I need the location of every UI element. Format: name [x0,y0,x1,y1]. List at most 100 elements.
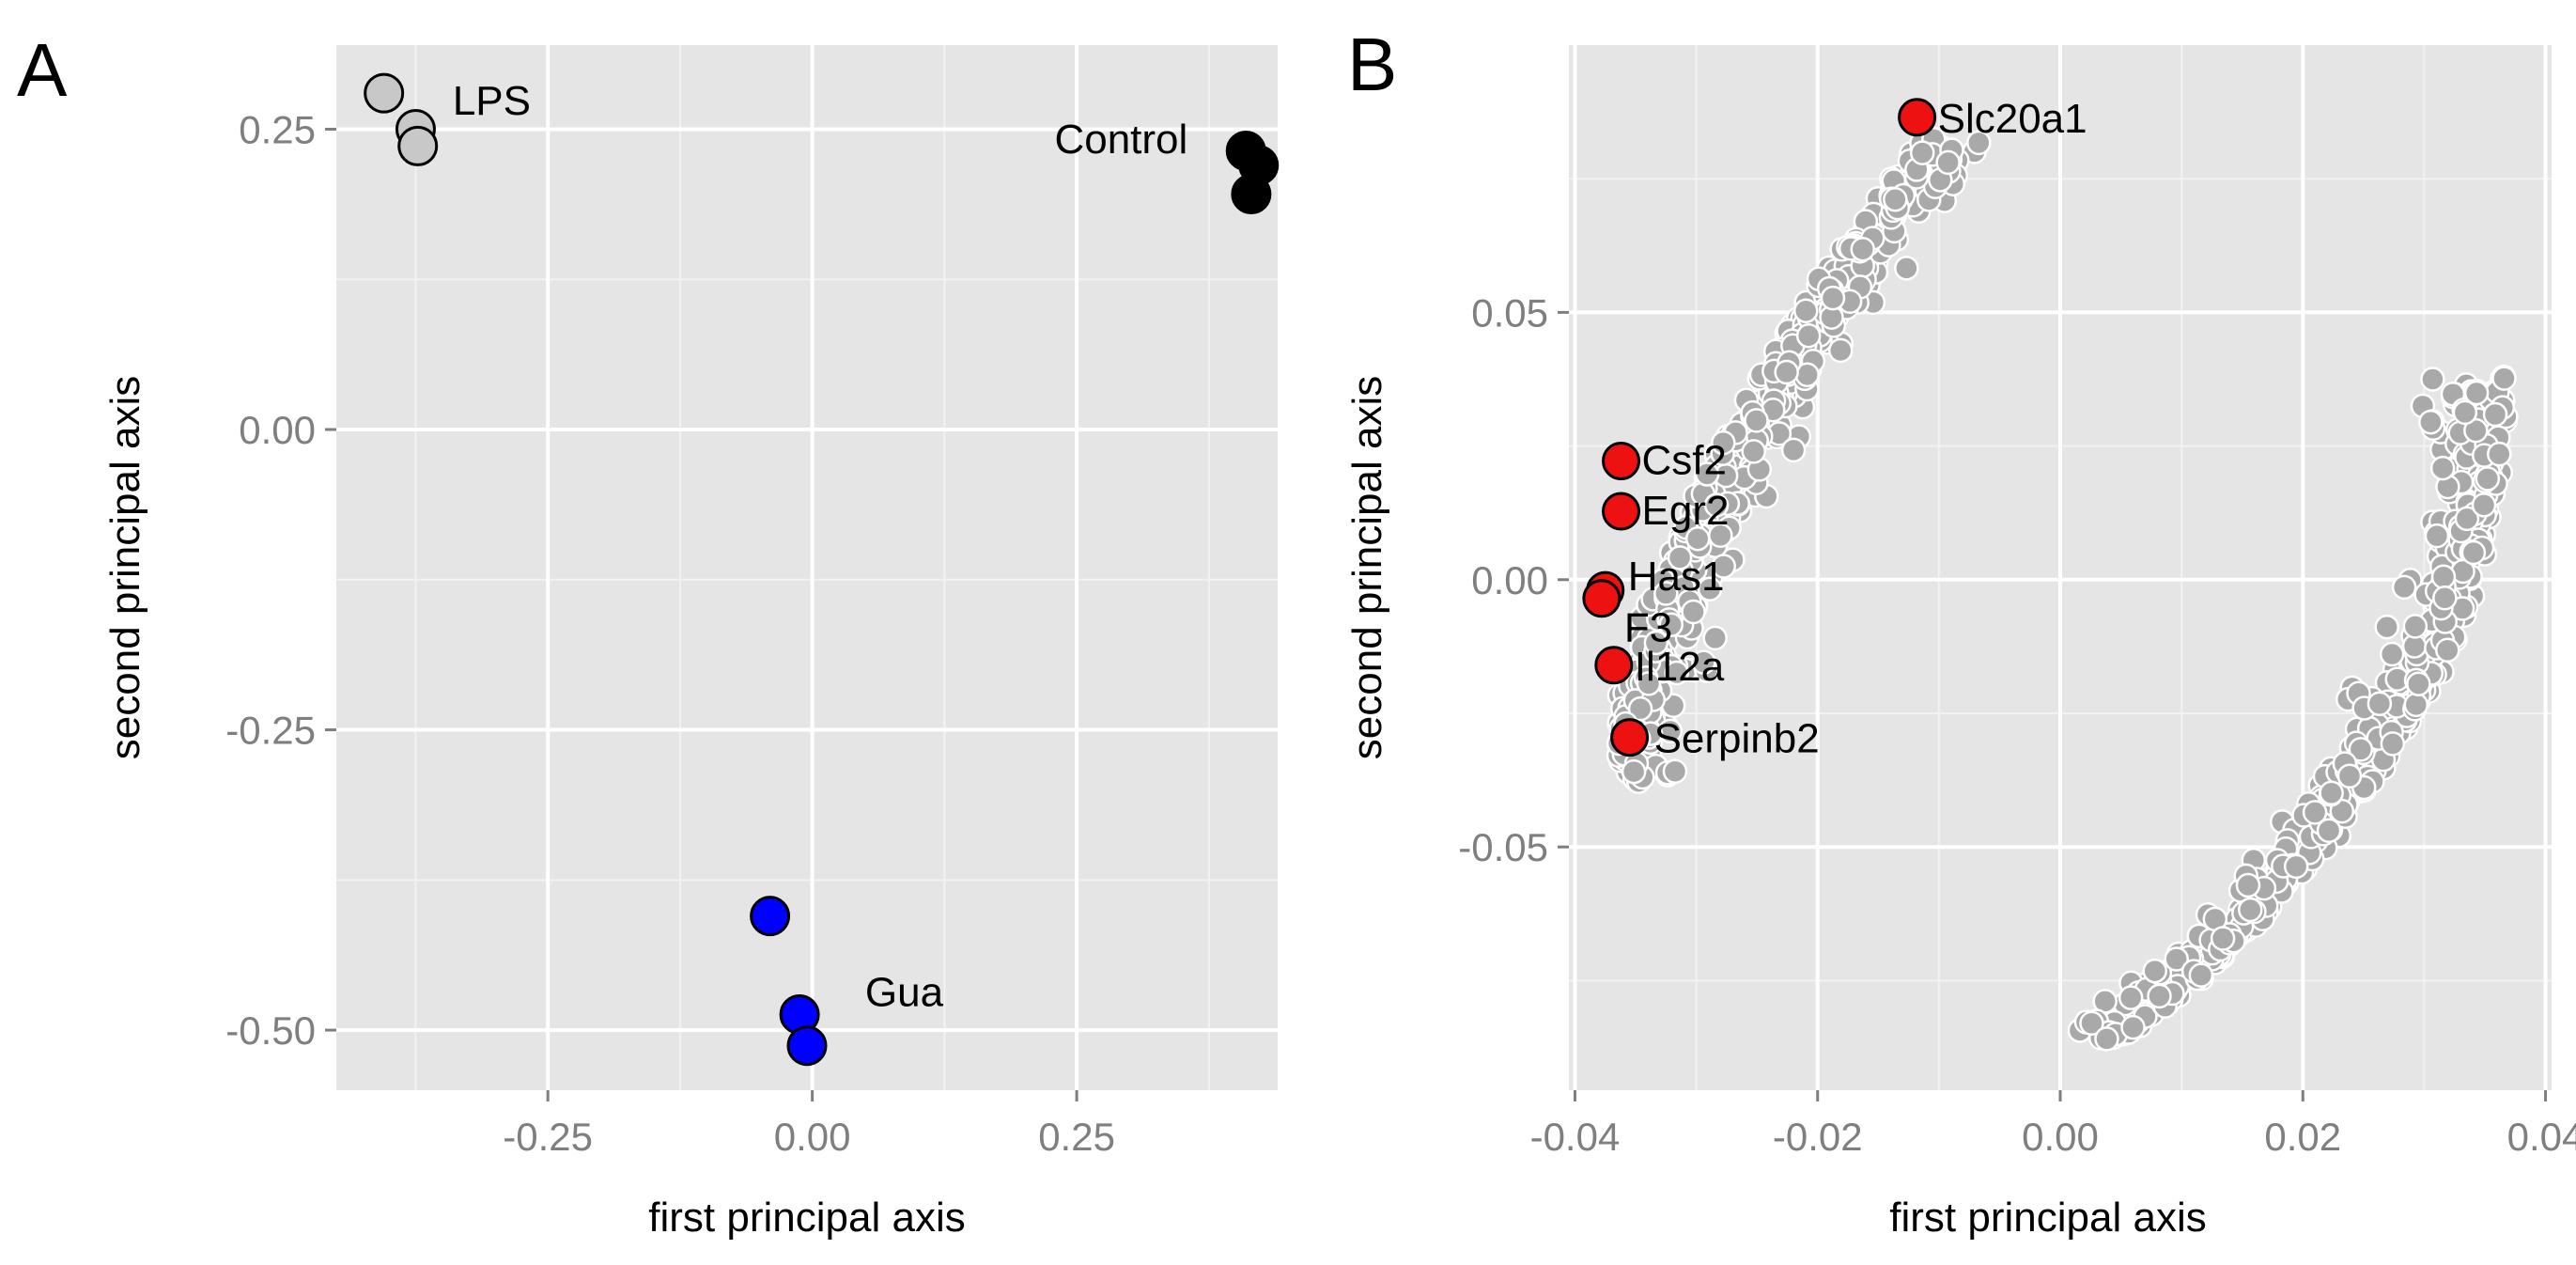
y-tick-label: -0.50 [225,1008,316,1053]
background-gene-point [2118,985,2144,1010]
background-gene-point [1966,130,1992,156]
background-gene-point [1664,660,1689,686]
background-gene-point [2348,737,2374,762]
plot-b-grid [1569,45,2552,1090]
y-tick-label: 0.00 [1471,558,1548,602]
background-gene-point [1636,671,1662,696]
background-gene-point [2235,872,2261,898]
panel-label-a: A [17,28,68,112]
background-gene-point [2210,926,2236,951]
background-gene-point [2491,366,2517,391]
background-gene-point [2435,637,2460,663]
background-gene-point [1909,140,1935,165]
x-axis-title-b: first principal axis [1889,1195,2206,1241]
background-gene-point [1662,758,1688,784]
gene-point-f3 [1582,579,1622,618]
y-tick-label: -0.05 [1458,825,1548,869]
background-gene-point [2482,401,2508,428]
panel-label-b: B [1347,23,1397,106]
background-gene-point [1627,695,1653,722]
point-lps [364,72,405,114]
background-gene-point [2452,399,2478,426]
background-gene-point [2379,641,2405,667]
background-gene-point [1744,408,1769,433]
plot-a-ticks: -0.25 0.00 0.25 -0.50 -0.25 0.00 0.25 [225,107,1115,1159]
background-gene-point [2424,523,2450,549]
background-gene-point [2432,586,2458,611]
panel-a: A -0.25 0.00 0.25 -0.50 -0.25 0.00 0.25 LPS Con… [17,28,1280,1241]
plot-a-background [336,45,1278,1090]
background-gene-point [2147,983,2172,1009]
y-tick-label: -0.25 [225,709,316,753]
background-gene-point [2420,367,2445,392]
plot-b-ticks: -0.04 -0.02 0.00 0.02 0.04 -0.05 0.00 0.05 [1458,290,2576,1159]
background-gene-point [2463,380,2490,406]
background-gene-point [1741,439,1766,464]
gene-label-serpinb2: Serpinb2 [1654,716,1820,762]
background-gene-point [2374,614,2399,640]
background-gene-point [2454,506,2480,532]
background-gene-point [1694,461,1720,487]
x-tick-label: -0.04 [1530,1115,1621,1159]
y-tick-label: 0.05 [1471,290,1548,335]
background-gene-point [1883,186,1908,212]
background-gene-point [2188,962,2214,988]
x-tick-label: 0.00 [2022,1115,2099,1159]
background-gene-point [1793,298,1819,323]
background-gene-point [2367,691,2393,717]
plot-b-highlight-points [1582,98,1937,757]
background-gene-point [1711,554,1737,579]
annotation-gua: Gua [865,970,944,1016]
plot-a-points [364,72,1280,1067]
x-tick-label: -0.02 [1773,1115,1863,1159]
background-gene-point [1667,545,1693,570]
gene-label-has1: Has1 [1628,554,1725,600]
background-gene-point [1691,649,1716,675]
plot-a-grid [336,45,1278,1090]
background-gene-point [1681,599,1706,625]
background-gene-point [2487,441,2512,467]
background-gene-point [1653,581,1679,606]
background-gene-point [2142,958,2167,984]
background-gene-point [1774,359,1799,385]
y-tick-label: 0.25 [239,107,316,151]
background-gene-point [1658,612,1684,637]
plot-a-annotations: LPS Control Gua [453,78,1187,1015]
gene-point-egr2 [1602,492,1641,531]
background-gene-point [1780,437,1807,463]
y-axis-title-a: second principal axis [102,376,148,759]
point-gua [750,896,791,937]
gene-label-slc20a1: Slc20a1 [1938,96,2087,142]
x-tick-label: 0.04 [2507,1115,2576,1159]
background-gene-point [2403,692,2429,718]
gene-point-slc20a1 [1898,98,1937,137]
background-gene-point [2418,409,2444,435]
gene-label-il12a: Il12a [1635,644,1725,690]
y-axis-title-b: second principal axis [1344,376,1390,759]
panel-b: B -0.04 -0.02 0.00 0.02 0.04 -0.05 0.00 0.05 Sl… [1344,23,2576,1241]
background-gene-point [1894,256,1919,281]
background-gene-point [2463,417,2489,444]
background-gene-point [2402,614,2429,639]
gene-label-egr2: Egr2 [1642,488,1730,534]
background-gene-point [1827,337,1854,364]
gene-point-il12a [1594,646,1634,685]
background-gene-point [2471,492,2497,518]
gene-point-serpinb2 [1610,718,1650,757]
background-gene-point [1820,285,1846,311]
background-gene-point [2094,1026,2119,1052]
background-gene-point [1621,758,1647,785]
background-gene-point [1795,322,1822,349]
annotation-control: Control [1054,117,1187,163]
point-lps [397,125,439,166]
background-gene-point [1850,236,1875,262]
background-gene-point [1703,492,1730,518]
background-gene-point [2475,466,2501,492]
gene-label-f3: F3 [1624,605,1672,651]
background-gene-point [2391,574,2417,601]
background-gene-point [2406,671,2431,696]
background-gene-point [1711,429,1736,456]
background-gene-point [1702,625,1728,651]
